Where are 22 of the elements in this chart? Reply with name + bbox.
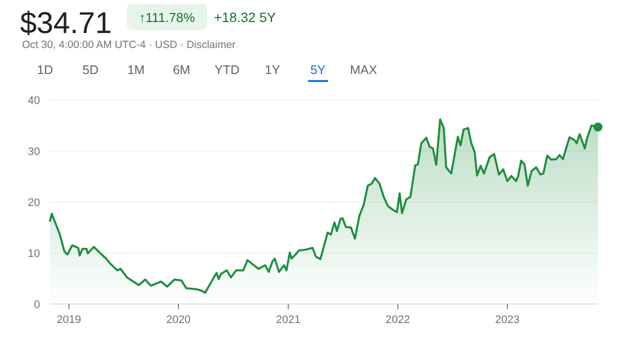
y-tick-label: 10 xyxy=(28,248,40,260)
text: Oct 30, 4:00:00 AM UTC-4 · USD · Disclaimer xyxy=(22,39,236,51)
text: MAX xyxy=(350,63,378,77)
text: +18.32 5Y xyxy=(214,10,276,25)
y-tick-label: 40 xyxy=(28,94,40,107)
x-tick-label: 2021 xyxy=(276,314,301,326)
x-tick-label: 2023 xyxy=(495,314,520,326)
x-tick-label: 2020 xyxy=(166,314,191,326)
text: YTD xyxy=(214,63,240,77)
y-tick-label: 30 xyxy=(28,146,40,158)
text: 1D xyxy=(37,63,53,77)
x-tick-label: 2022 xyxy=(386,314,410,326)
text: ↑111.78% xyxy=(139,10,196,25)
y-tick-label: 0 xyxy=(34,298,40,311)
chart-title: $34.71 xyxy=(20,7,112,40)
y-tick-label: 20 xyxy=(28,196,40,209)
text: 1M xyxy=(127,63,145,77)
text: 6M xyxy=(172,63,190,77)
text: 5D xyxy=(82,63,98,77)
x-tick-label: 2019 xyxy=(56,314,82,326)
text: 1Y xyxy=(264,63,281,77)
text: 5Y xyxy=(310,63,326,77)
